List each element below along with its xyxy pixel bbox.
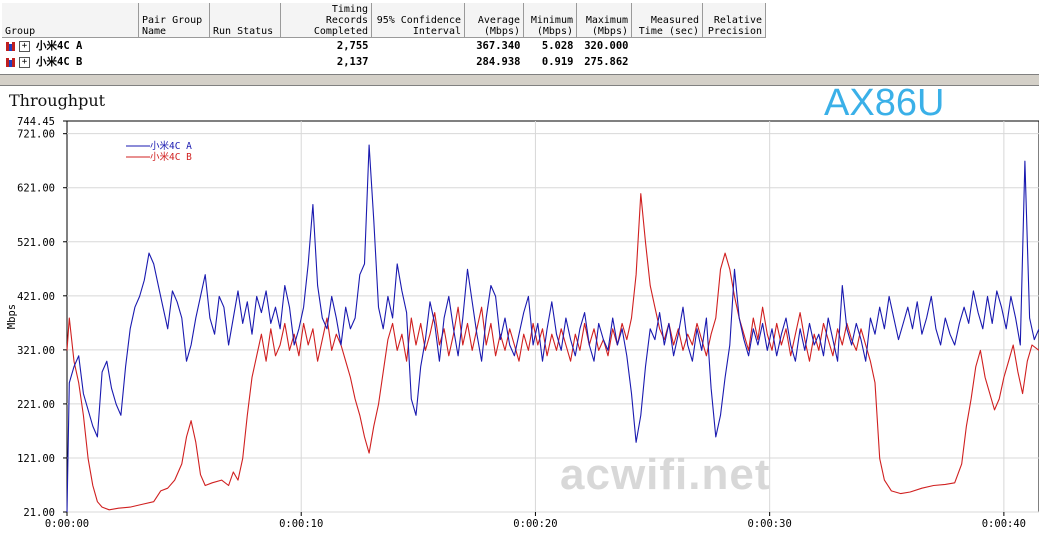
series-line-b: [66, 193, 1039, 511]
col-header-maximum[interactable]: Maximum (Mbps): [576, 3, 632, 38]
col-header-run-status[interactable]: Run Status: [209, 3, 281, 38]
group-name: 小米4C B: [36, 56, 83, 68]
x-tick-label: 0:00:10: [279, 518, 323, 530]
x-tick-label: 0:00:30: [748, 518, 792, 530]
y-tick-label: 621.00: [17, 183, 55, 195]
col-header-pair-group-name[interactable]: Pair Group Name: [138, 3, 210, 38]
maximum-value: 275.862: [584, 56, 629, 68]
series-line-a: [66, 144, 1039, 513]
expand-icon[interactable]: +: [19, 40, 30, 52]
col-header-measured-time[interactable]: Measured Time (sec): [631, 3, 703, 38]
plot-area: [66, 120, 1039, 513]
col-header-confidence-interval[interactable]: 95% Confidence Interval: [371, 3, 465, 38]
col-header-minimum[interactable]: Minimum (Mbps): [523, 3, 577, 38]
average-value: 284.938: [476, 56, 521, 68]
group-name: 小米4C A: [36, 40, 83, 52]
x-tick-label: 0:00:40: [982, 518, 1026, 530]
legend-label: 小米4C A: [150, 140, 192, 152]
col-header-relative-precision[interactable]: Relative Precision: [702, 3, 766, 38]
y-tick-label: 521.00: [17, 237, 55, 249]
chart-title: Throughput: [9, 91, 106, 110]
y-axis-label: Mbps: [6, 304, 18, 329]
pane-splitter[interactable]: [0, 74, 1039, 86]
x-tick-label: 0:00:20: [513, 518, 557, 530]
stats-grid: Group Pair Group Name Run Status Timing …: [0, 0, 1039, 78]
col-header-group[interactable]: Group: [2, 3, 139, 38]
pair-group-icon: [6, 41, 15, 51]
y-tick-label: 321.00: [17, 345, 55, 357]
y-tick-label: 221.00: [17, 399, 55, 411]
router-model-label: AX86U: [824, 82, 945, 124]
maximum-value: 320.000: [584, 40, 629, 52]
minimum-value: 5.028: [541, 40, 574, 52]
y-tick-label: 21.00: [23, 507, 55, 519]
row-group-cell: + 小米4C A: [2, 38, 139, 55]
y-tick-label: 721.00: [17, 129, 55, 141]
average-value: 367.340: [476, 40, 521, 52]
records-completed: 2,137: [336, 56, 369, 68]
expand-icon[interactable]: +: [19, 56, 30, 68]
row-group-cell: + 小米4C B: [2, 54, 139, 70]
table-row[interactable]: + 小米4C A 2,755 367.340 5.028 320.000: [2, 38, 766, 55]
minimum-value: 0.919: [541, 56, 574, 68]
legend-label: 小米4C B: [150, 151, 192, 163]
y-tick-label: 121.00: [17, 453, 55, 465]
y-tick-label: 744.45: [17, 116, 55, 128]
stats-table: Group Pair Group Name Run Status Timing …: [2, 3, 766, 70]
y-tick-label: 421.00: [17, 291, 55, 303]
x-tick-label: 0:00:00: [45, 518, 89, 530]
records-completed: 2,755: [336, 40, 369, 52]
site-watermark: acwifi.net: [560, 450, 771, 499]
col-header-average[interactable]: Average (Mbps): [464, 3, 524, 38]
col-header-timing-records[interactable]: Timing Records Completed: [280, 3, 372, 38]
pair-group-icon: [6, 57, 15, 67]
table-row[interactable]: + 小米4C B 2,137 284.938 0.919 275.862: [2, 54, 766, 70]
